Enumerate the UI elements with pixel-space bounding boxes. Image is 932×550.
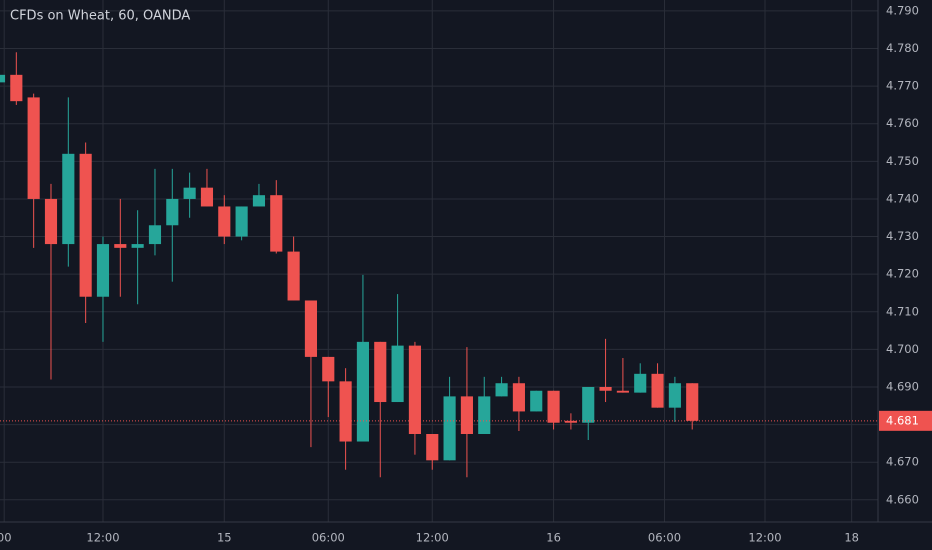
candle-body <box>79 153 92 297</box>
y-tick-label: 4.760 <box>886 116 919 130</box>
candle-body <box>634 373 647 393</box>
candle-body <box>44 198 58 245</box>
y-tick-label: 4.710 <box>886 304 919 318</box>
candle-body <box>443 396 456 461</box>
candle-body <box>0 74 6 83</box>
candle-body <box>356 341 370 442</box>
last-price-label: 4.681 <box>886 413 919 427</box>
candle-body <box>304 300 318 357</box>
x-tick-label: 15 <box>217 531 232 545</box>
candle-body <box>62 153 75 245</box>
y-tick-label: 4.690 <box>886 379 919 393</box>
candle-body <box>235 206 248 237</box>
candle-body <box>166 198 179 226</box>
x-tick-label: 16 <box>546 531 561 545</box>
candles <box>0 52 878 478</box>
candle-body <box>616 390 629 393</box>
candle-body <box>27 97 40 199</box>
candle-body <box>651 373 664 408</box>
candle-body <box>582 386 595 423</box>
candle-body <box>495 383 508 397</box>
y-tick-label: 4.780 <box>886 41 919 55</box>
candle-body <box>10 74 23 102</box>
candle-body <box>426 433 439 461</box>
y-tick-label: 4.700 <box>886 342 919 356</box>
candle-body <box>218 206 231 237</box>
x-tick-label: 12:00 <box>416 531 449 545</box>
y-tick-label: 4.670 <box>886 455 919 469</box>
candle-body <box>114 244 127 248</box>
candle-body <box>668 383 681 408</box>
candle-body <box>530 390 543 412</box>
candle-body <box>270 195 283 252</box>
candle-body <box>287 251 300 301</box>
candle-body <box>460 396 473 434</box>
candle-body <box>252 195 266 207</box>
candle-body <box>183 187 196 199</box>
candle-body <box>599 386 612 391</box>
candle-body <box>564 420 577 423</box>
candle-body <box>547 390 560 423</box>
x-tick-label: 12:00 <box>748 531 781 545</box>
candle-body <box>200 187 214 207</box>
candle-body <box>374 341 387 403</box>
y-tick-label: 4.750 <box>886 154 919 168</box>
candle-body <box>391 345 404 403</box>
candle-body <box>686 383 699 421</box>
candle-body <box>131 244 144 248</box>
candle-body <box>339 381 352 442</box>
x-tick-label: 00 <box>0 531 12 545</box>
candle-body <box>96 244 110 297</box>
candle-body <box>478 396 491 434</box>
y-tick-label: 4.660 <box>886 492 919 506</box>
x-tick-label: 06:00 <box>312 531 345 545</box>
last-price-box <box>879 410 932 431</box>
x-tick-label: 18 <box>844 531 859 545</box>
y-tick-label: 4.720 <box>886 267 919 281</box>
y-tick-label: 4.730 <box>886 229 919 243</box>
labels: 4.6604.6704.6804.6904.7004.7104.7204.730… <box>0 3 932 545</box>
candle-body <box>148 225 162 245</box>
candle-body <box>322 356 335 382</box>
y-tick-label: 4.770 <box>886 79 919 93</box>
y-tick-label: 4.790 <box>886 3 919 17</box>
grid <box>0 0 878 522</box>
x-tick-label: 06:00 <box>648 531 681 545</box>
candle-body <box>512 383 525 412</box>
x-tick-label: 12:00 <box>86 531 119 545</box>
chart-title: CFDs on Wheat, 60, OANDA <box>10 9 190 24</box>
candle-body <box>408 345 421 434</box>
y-tick-label: 4.740 <box>886 191 919 205</box>
